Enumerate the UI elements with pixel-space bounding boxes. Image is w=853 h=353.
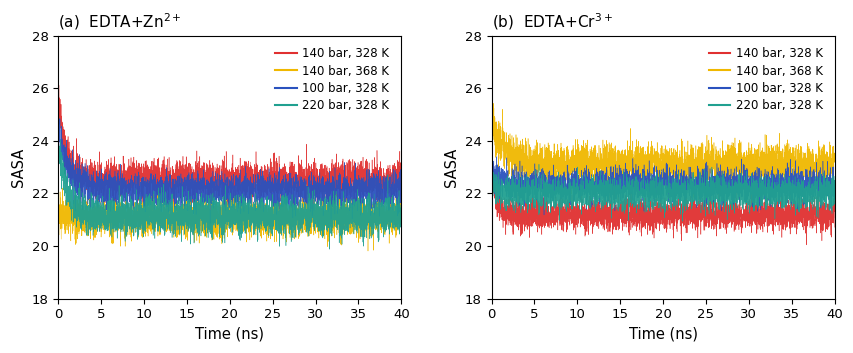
Text: (b)  EDTA+Cr$^{3+}$: (b) EDTA+Cr$^{3+}$ (491, 11, 612, 32)
Y-axis label: SASA: SASA (444, 148, 459, 187)
Legend: 140 bar, 328 K, 140 bar, 368 K, 100 bar, 328 K, 220 bar, 328 K: 140 bar, 328 K, 140 bar, 368 K, 100 bar,… (269, 42, 395, 118)
Text: (a)  EDTA+Zn$^{2+}$: (a) EDTA+Zn$^{2+}$ (58, 11, 182, 32)
Legend: 140 bar, 328 K, 140 bar, 368 K, 100 bar, 328 K, 220 bar, 328 K: 140 bar, 328 K, 140 bar, 368 K, 100 bar,… (702, 42, 827, 118)
X-axis label: Time (ns): Time (ns) (628, 327, 697, 342)
X-axis label: Time (ns): Time (ns) (195, 327, 264, 342)
Y-axis label: SASA: SASA (11, 148, 26, 187)
